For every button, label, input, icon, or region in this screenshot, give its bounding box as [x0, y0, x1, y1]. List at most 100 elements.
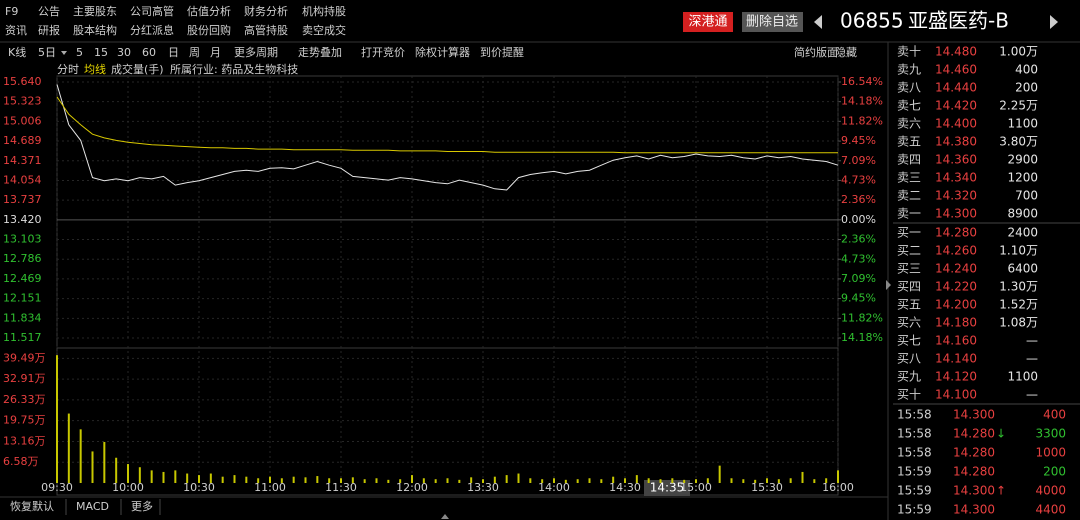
toolbar-item[interactable]: 打开竞价: [361, 45, 405, 59]
bottom-tab[interactable]: 更多: [131, 499, 153, 513]
book-volume: 2900: [1007, 153, 1038, 167]
toolbar-item[interactable]: 30: [117, 46, 131, 59]
menu-item[interactable]: 公司高管: [130, 4, 174, 18]
x-tick-label: 14:00: [538, 481, 570, 494]
volume-bar: [292, 476, 295, 483]
volume-bar: [564, 479, 567, 483]
book-level: 卖三: [897, 171, 921, 185]
toolbar-item[interactable]: 5日: [38, 46, 56, 59]
volume-bar: [245, 476, 248, 483]
volume-bar: [67, 413, 70, 483]
book-price: 14.140: [935, 352, 977, 366]
trade-time: 15:59: [897, 484, 932, 498]
toolbar-item[interactable]: 简约版面: [794, 45, 838, 59]
toolbar-item[interactable]: K线: [8, 45, 26, 59]
y-tick-label: 6.58万: [3, 455, 39, 468]
menu-item[interactable]: 机构持股: [302, 4, 346, 18]
chart-tab[interactable]: 分时: [57, 63, 79, 76]
volume-bar: [671, 478, 674, 483]
volume-bar: [635, 475, 638, 483]
price-line: [56, 96, 838, 154]
menu-item[interactable]: 股份回购: [187, 23, 231, 37]
toolbar-item[interactable]: 5: [76, 46, 83, 59]
volume-bar: [505, 475, 508, 483]
menu-item[interactable]: 卖空成交: [302, 23, 346, 37]
toolbar-item[interactable]: 更多周期: [234, 45, 278, 59]
cursor-time: 14:35: [650, 481, 685, 495]
book-level: 买五: [897, 298, 921, 312]
book-level: 卖八: [897, 81, 921, 95]
chart-tab[interactable]: 均线: [84, 62, 106, 76]
book-price: 14.200: [935, 298, 977, 312]
remove-button-bg[interactable]: [742, 12, 803, 32]
toolbar-item[interactable]: 周: [189, 46, 200, 59]
collapse-arrow[interactable]: [886, 280, 891, 290]
book-price: 14.280: [935, 226, 977, 240]
x-tick-label: 11:30: [325, 481, 357, 494]
toolbar-item[interactable]: 15: [94, 46, 108, 59]
menu-item[interactable]: 估值分析: [187, 4, 231, 18]
volume-bar: [825, 478, 828, 483]
toolbar-item[interactable]: 走势叠加: [298, 46, 342, 59]
volume-bar: [351, 477, 354, 483]
y2-tick-label: 0.00%: [841, 213, 876, 226]
expand-arrow[interactable]: [441, 514, 449, 519]
chart-tab[interactable]: 成交量(手): [111, 62, 164, 76]
volume-bar: [458, 479, 461, 483]
dropdown-arrow[interactable]: [61, 51, 67, 55]
trade-volume: 400: [1043, 408, 1066, 422]
trade-volume: 200: [1043, 465, 1066, 479]
toolbar-item[interactable]: 月: [210, 46, 221, 59]
y2-tick-label: 2.36%: [841, 233, 876, 246]
connect-button[interactable]: 深港通: [688, 15, 727, 30]
book-price: 14.480: [935, 45, 977, 59]
trade-volume: 1000: [1035, 446, 1066, 460]
toolbar-item[interactable]: 隐藏: [835, 46, 857, 59]
toolbar-item[interactable]: 60: [142, 46, 156, 59]
x-tick-label: 11:00: [254, 481, 286, 494]
volume-bar: [340, 478, 342, 483]
trade-price: 14.280: [953, 427, 995, 441]
remove-button[interactable]: 删除自选: [746, 15, 798, 30]
volume-bar: [718, 465, 721, 483]
bottom-tab[interactable]: MACD: [76, 500, 109, 513]
volume-bar: [730, 478, 733, 483]
cursor-label-bg: [644, 480, 690, 496]
x-tick-label: 15:30: [751, 481, 783, 494]
prev-stock-arrow[interactable]: [814, 15, 822, 29]
y-tick-label: 14.371: [3, 154, 42, 167]
y-tick-label: 14.054: [3, 173, 42, 186]
y-tick-label: 12.151: [3, 292, 42, 305]
menu-item[interactable]: 研报: [38, 23, 60, 37]
y-tick-label: 14.689: [3, 134, 42, 147]
menu-item[interactable]: 财务分析: [244, 4, 288, 18]
menu-item[interactable]: 股本结构: [73, 23, 117, 37]
bottom-tab[interactable]: 恢复默认: [10, 499, 54, 513]
menu-item[interactable]: 公告: [38, 5, 60, 18]
menu-item[interactable]: 资讯: [5, 24, 27, 37]
volume-bar: [576, 479, 579, 483]
volume-bar: [103, 441, 106, 483]
x-tick-label: 10:30: [183, 481, 215, 494]
volume-bar: [411, 475, 413, 483]
x-tick-label: 14:30: [609, 481, 641, 494]
menu-item[interactable]: 主要股东: [73, 5, 117, 18]
menu-item[interactable]: 分红派息: [130, 23, 174, 37]
book-volume: 400: [1015, 63, 1038, 77]
book-volume: 2.25万: [999, 99, 1038, 113]
volume-bar: [328, 478, 331, 483]
next-stock-arrow[interactable]: [1050, 15, 1058, 29]
volume-bar: [706, 478, 709, 483]
book-level: 买一: [897, 226, 921, 240]
toolbar-item[interactable]: 除权计算器: [415, 45, 470, 59]
toolbar-item[interactable]: 日: [168, 46, 179, 59]
trade-time: 15:58: [897, 408, 932, 422]
connect-button-bg[interactable]: [683, 12, 733, 32]
volume-bar: [115, 457, 118, 483]
y2-tick-label: 14.18%: [841, 331, 883, 344]
menu-item[interactable]: F9: [5, 5, 18, 18]
toolbar-item[interactable]: 到价提醒: [480, 46, 524, 59]
menu-item[interactable]: 高管持股: [244, 23, 288, 37]
y-tick-label: 15.323: [3, 95, 42, 108]
